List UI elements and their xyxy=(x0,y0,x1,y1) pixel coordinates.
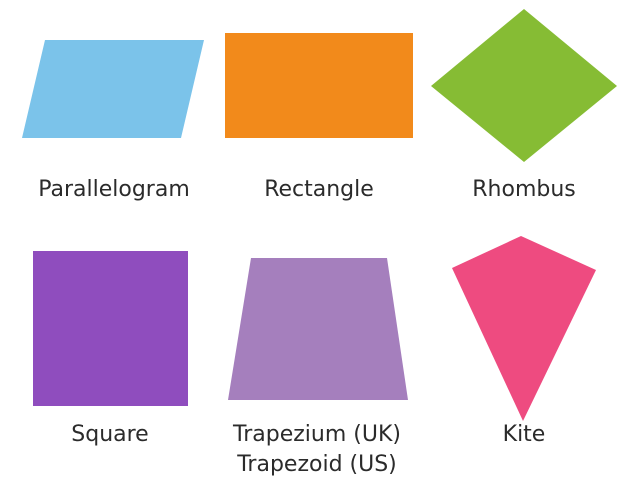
square-label: Square xyxy=(30,420,190,450)
rhombus-shape xyxy=(431,9,617,162)
kite-label: Kite xyxy=(459,420,589,450)
square-shape xyxy=(33,251,188,406)
trapezium-shape xyxy=(228,258,408,400)
parallelogram-label-text: Parallelogram xyxy=(38,177,190,202)
rectangle-shape xyxy=(225,33,413,138)
parallelogram-shape xyxy=(22,40,204,138)
rhombus-label: Rhombus xyxy=(439,175,609,205)
rhombus-label-text: Rhombus xyxy=(472,177,576,202)
trapezium-label: Trapezium (UK) Trapezoid (US) xyxy=(212,420,422,480)
rectangle-label-text: Rectangle xyxy=(264,177,374,202)
kite-label-text: Kite xyxy=(502,422,546,447)
square-label-text: Square xyxy=(71,422,149,447)
trapezium-label-line2: Trapezoid (US) xyxy=(237,452,397,477)
parallelogram-label: Parallelogram xyxy=(12,175,216,205)
kite-shape xyxy=(452,236,596,421)
rectangle-label: Rectangle xyxy=(219,175,419,205)
trapezium-label-line1: Trapezium (UK) xyxy=(233,422,401,447)
